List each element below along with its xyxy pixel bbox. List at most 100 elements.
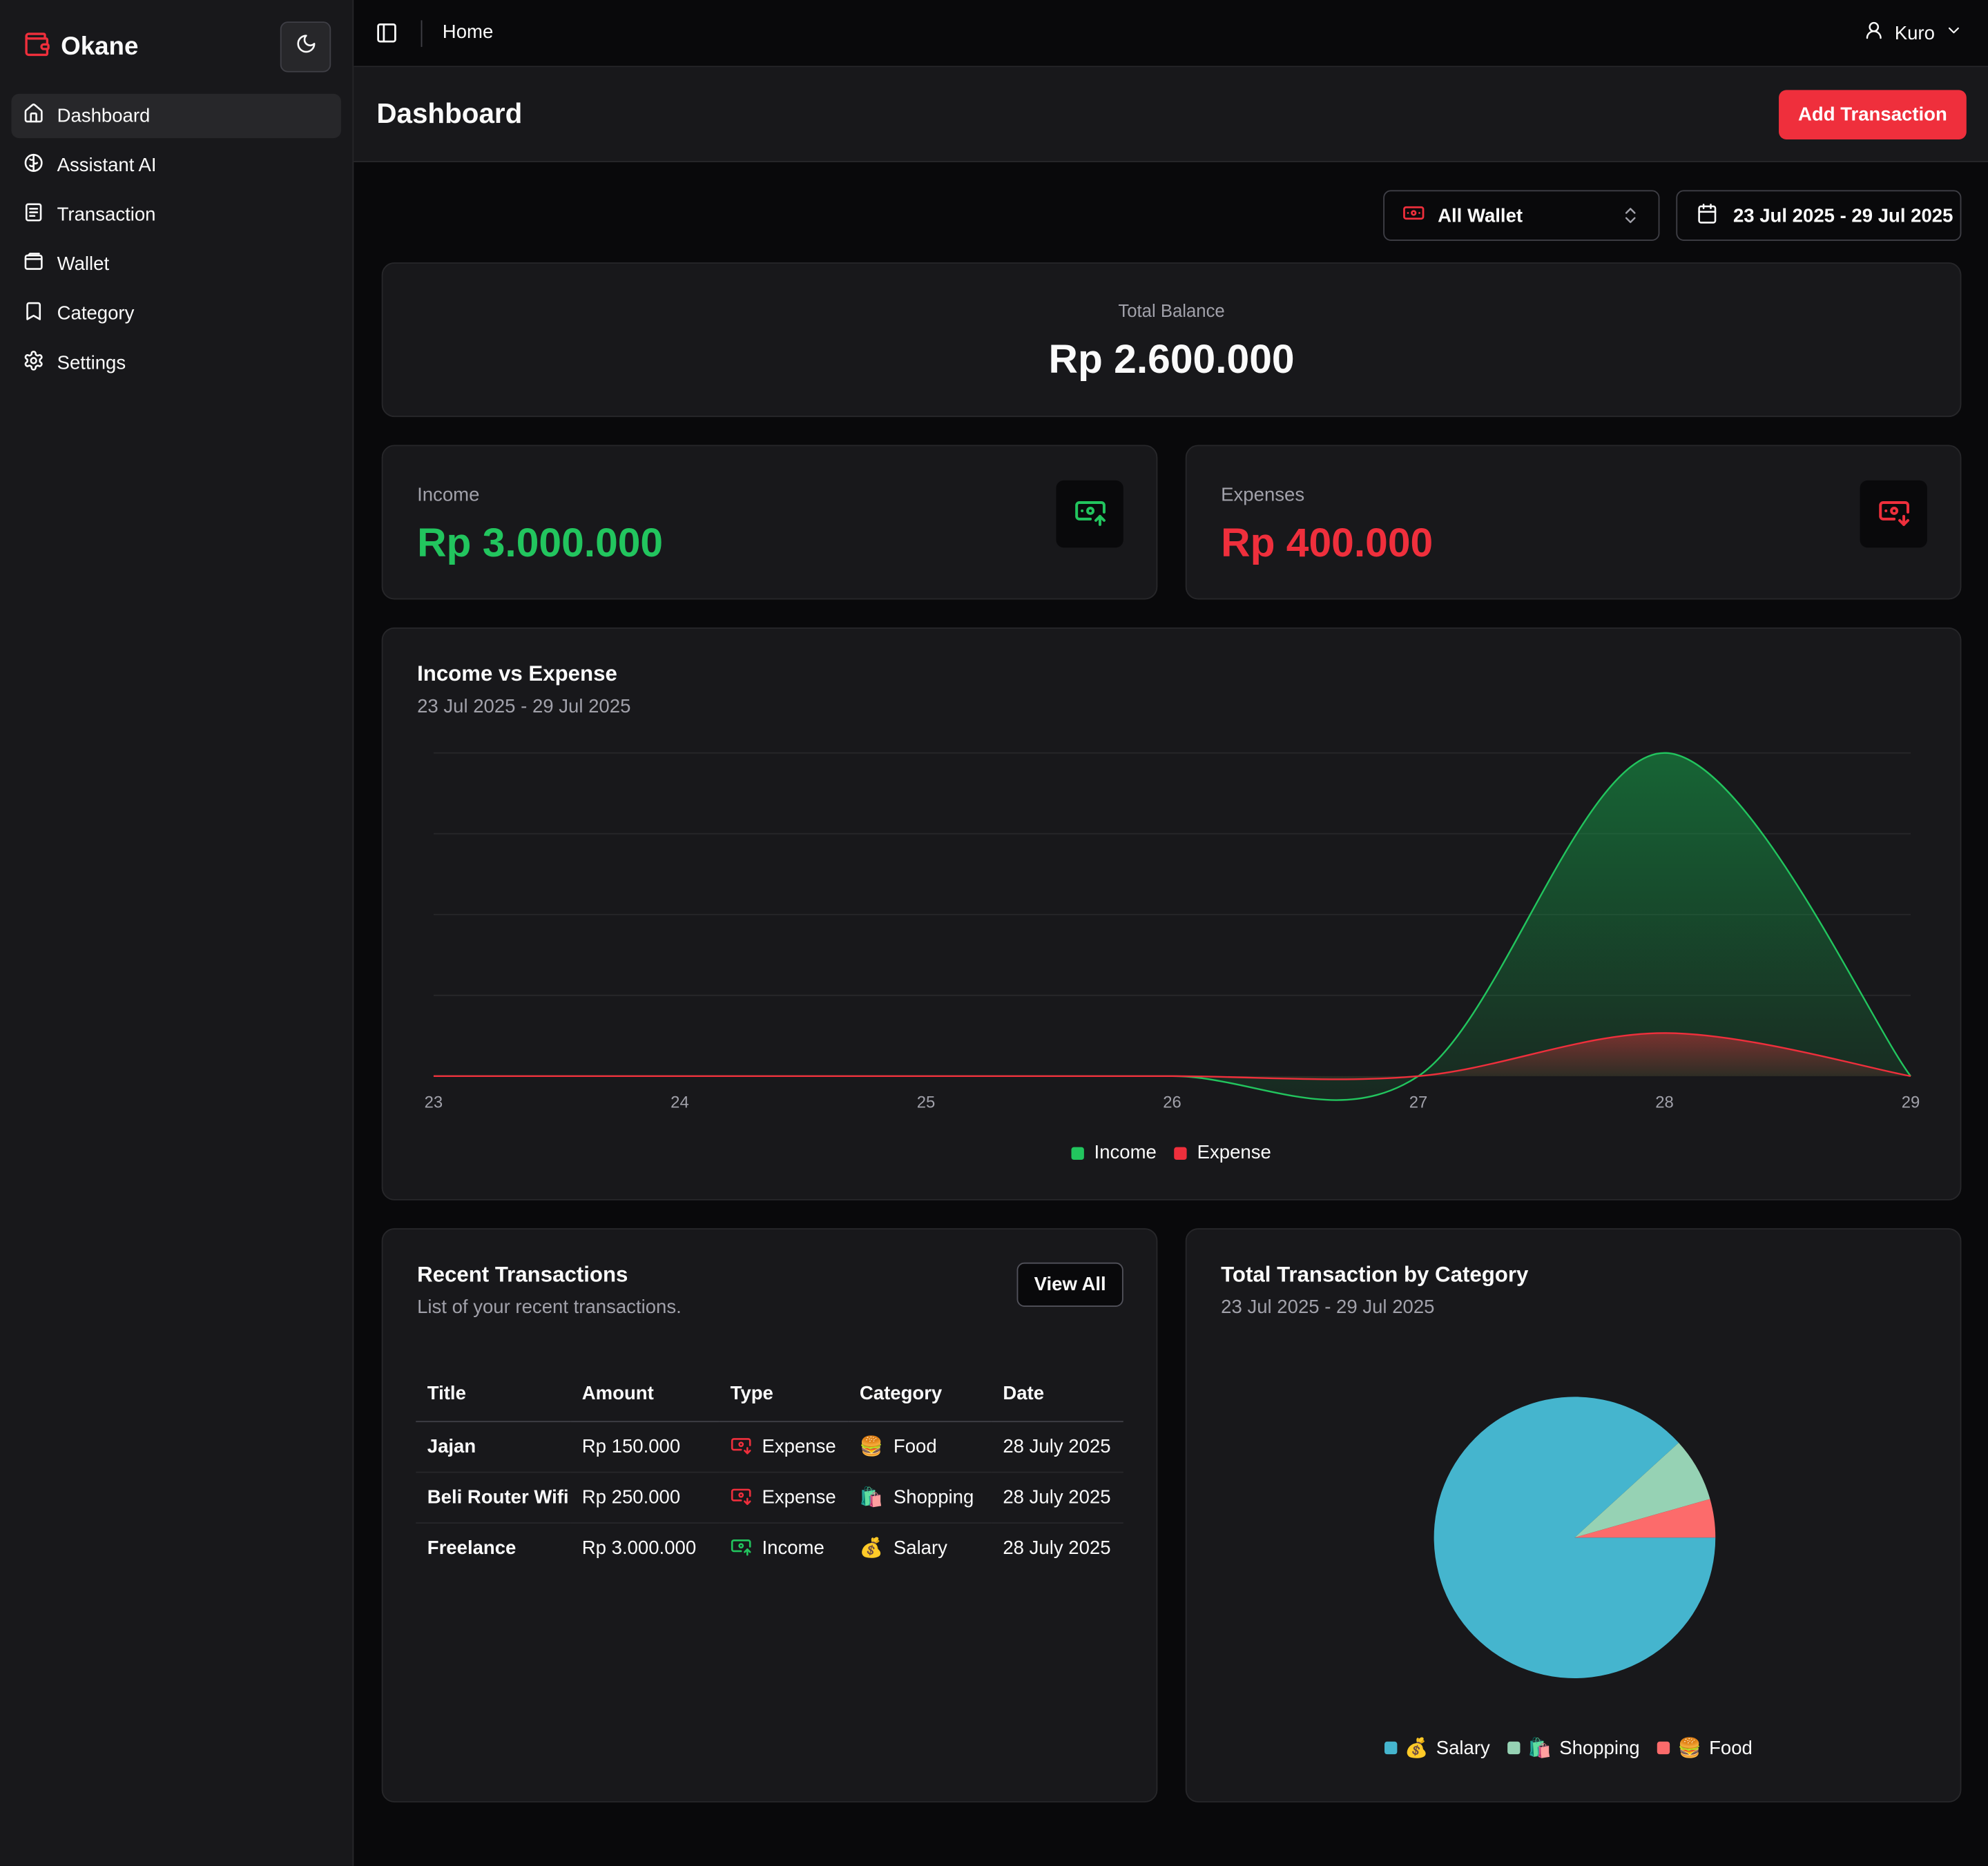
income-badge [1056, 480, 1123, 548]
legend-label-shopping: Shopping [1559, 1737, 1640, 1759]
category-emoji-icon: 💰 [859, 1537, 884, 1559]
sidebar-item-category[interactable]: Category [12, 291, 341, 336]
legend-label-food: Food [1709, 1737, 1753, 1759]
sidebar-item-assistant-ai[interactable]: Assistant AI [12, 143, 341, 187]
total-balance-label: Total Balance [1118, 300, 1225, 321]
tx-category: 🍔 Food [848, 1421, 992, 1473]
area-chart-legend: Income Expense [1071, 1142, 1271, 1164]
pie-chart-legend: 💰 Salary 🛍️ Shopping 🍔 Food [1384, 1736, 1753, 1760]
brain-icon [23, 152, 44, 179]
receipt-icon [23, 202, 44, 229]
table-row[interactable]: Freelance Rp 3.000.000 Income 💰 Salary 2… [416, 1522, 1123, 1573]
legend-swatch-income [1071, 1146, 1084, 1160]
series-line-expense [433, 1032, 1911, 1080]
tx-type-label: Expense [762, 1435, 836, 1457]
recent-transactions-card: Recent Transactions List of your recent … [381, 1228, 1158, 1802]
date-range-value: 23 Jul 2025 - 29 Jul 2025 [1733, 204, 1953, 226]
tx-date: 28 July 2025 [991, 1471, 1123, 1524]
sidebar-item-label: Category [57, 302, 135, 325]
column-header: Type [719, 1366, 849, 1422]
x-tick-label: 25 [917, 1094, 936, 1112]
sidebar-toggle-icon[interactable] [375, 21, 398, 44]
page-title: Dashboard [376, 97, 523, 130]
legend-emoji-icon: 🛍️ [1527, 1738, 1552, 1760]
bookmark-icon [23, 300, 44, 327]
recent-subtitle: List of your recent transactions. [417, 1296, 682, 1319]
pie-slice-food [1574, 1499, 1716, 1538]
user-name: Kuro [1894, 22, 1935, 44]
chart-subtitle: 23 Jul 2025 - 29 Jul 2025 [417, 696, 631, 718]
recent-title: Recent Transactions [417, 1262, 628, 1287]
category-chart-subtitle: 23 Jul 2025 - 29 Jul 2025 [1221, 1296, 1435, 1319]
tx-title: Beli Router Wifi [416, 1471, 571, 1524]
x-tick-label: 26 [1163, 1094, 1181, 1112]
cash-in-icon [731, 1535, 752, 1562]
add-transaction-button[interactable]: Add Transaction [1779, 90, 1967, 139]
calendar-icon [1697, 202, 1718, 229]
tx-category-label: Food [893, 1435, 937, 1457]
category-emoji-icon: 🛍️ [859, 1486, 884, 1508]
column-header: Amount [570, 1366, 720, 1422]
chevrons-up-down-icon [1621, 205, 1641, 231]
tx-date: 28 July 2025 [1003, 1537, 1111, 1559]
tx-date: 28 July 2025 [991, 1421, 1123, 1473]
legend-swatch-salary [1384, 1741, 1398, 1755]
theme-toggle-button[interactable] [280, 21, 331, 72]
area-income [433, 752, 1911, 1100]
topbar-divider [421, 20, 423, 47]
tx-title: Jajan [416, 1421, 571, 1473]
expenses-badge [1860, 480, 1927, 548]
cash-out-icon [1877, 494, 1910, 534]
total-balance-value: Rp 2.600.000 [1048, 336, 1295, 382]
sidebar-item-settings[interactable]: Settings [12, 341, 341, 385]
cash-out-icon [731, 1433, 752, 1460]
tx-type: Expense [719, 1471, 849, 1524]
expenses-card: Expenses Rp 400.000 [1185, 445, 1962, 600]
sidebar-item-transaction[interactable]: Transaction [12, 193, 341, 237]
table-header-row: Title Amount Type Category Date [416, 1366, 1123, 1422]
tx-category: 💰 Salary [848, 1522, 991, 1573]
wallet-select[interactable]: All Wallet [1383, 190, 1660, 241]
tx-type-label: Expense [762, 1486, 836, 1508]
legend-label-salary: Salary [1436, 1737, 1490, 1759]
tx-category-label: Shopping [893, 1486, 974, 1508]
sidebar-item-label: Dashboard [57, 105, 151, 127]
tx-category: 🛍️ Shopping [848, 1471, 992, 1524]
tx-type: Income [719, 1522, 848, 1573]
legend-swatch-food [1657, 1741, 1670, 1755]
income-card: Income Rp 3.000.000 [381, 445, 1158, 600]
sidebar-item-dashboard[interactable]: Dashboard [11, 93, 341, 139]
home-icon [23, 103, 44, 130]
tx-title: Freelance [427, 1537, 517, 1559]
view-all-button[interactable]: View All [1016, 1262, 1123, 1308]
column-header: Category [848, 1366, 992, 1422]
legend-emoji-icon: 💰 [1405, 1738, 1429, 1760]
legend-emoji-icon: 🍔 [1677, 1738, 1702, 1760]
expenses-value: Rp 400.000 [1221, 519, 1434, 565]
table-row[interactable]: Jajan Rp 150.000 Expense 🍔 Food 28 July … [416, 1421, 1123, 1473]
sidebar-item-label: Wallet [57, 253, 110, 275]
wallet-cash-icon [1402, 202, 1425, 229]
breadcrumb[interactable]: Home [442, 21, 494, 43]
tx-amount: Rp 250.000 [570, 1471, 720, 1524]
sidebar-item-label: Settings [57, 352, 126, 374]
user-menu[interactable]: Kuro [1864, 20, 1963, 46]
category-chart-title: Total Transaction by Category [1221, 1262, 1529, 1287]
transactions-table: Title Amount Type Category Date Jajan Rp… [416, 1366, 1123, 1573]
table-row[interactable]: Beli Router Wifi Rp 250.000 Expense 🛍️ S… [416, 1471, 1123, 1524]
expenses-label: Expenses [1221, 484, 1305, 506]
sidebar-item-wallet[interactable]: Wallet [12, 242, 341, 286]
brand[interactable]: Okane [23, 28, 138, 66]
column-header: Date [991, 1366, 1123, 1422]
tx-category-label: Salary [893, 1537, 947, 1559]
date-range-picker[interactable]: 23 Jul 2025 - 29 Jul 2025 [1676, 190, 1962, 241]
income-label: Income [417, 484, 480, 506]
user-icon [1864, 20, 1884, 46]
x-tick-label: 28 [1655, 1094, 1674, 1112]
pie-slice-salary [1434, 1397, 1716, 1678]
pie-slice-shopping [1574, 1442, 1710, 1538]
sidebar-nav: Dashboard Assistant AI Transaction Walle… [11, 93, 341, 391]
wallet-select-value: All Wallet [1438, 204, 1523, 226]
legend-label-expense: Expense [1197, 1142, 1271, 1164]
